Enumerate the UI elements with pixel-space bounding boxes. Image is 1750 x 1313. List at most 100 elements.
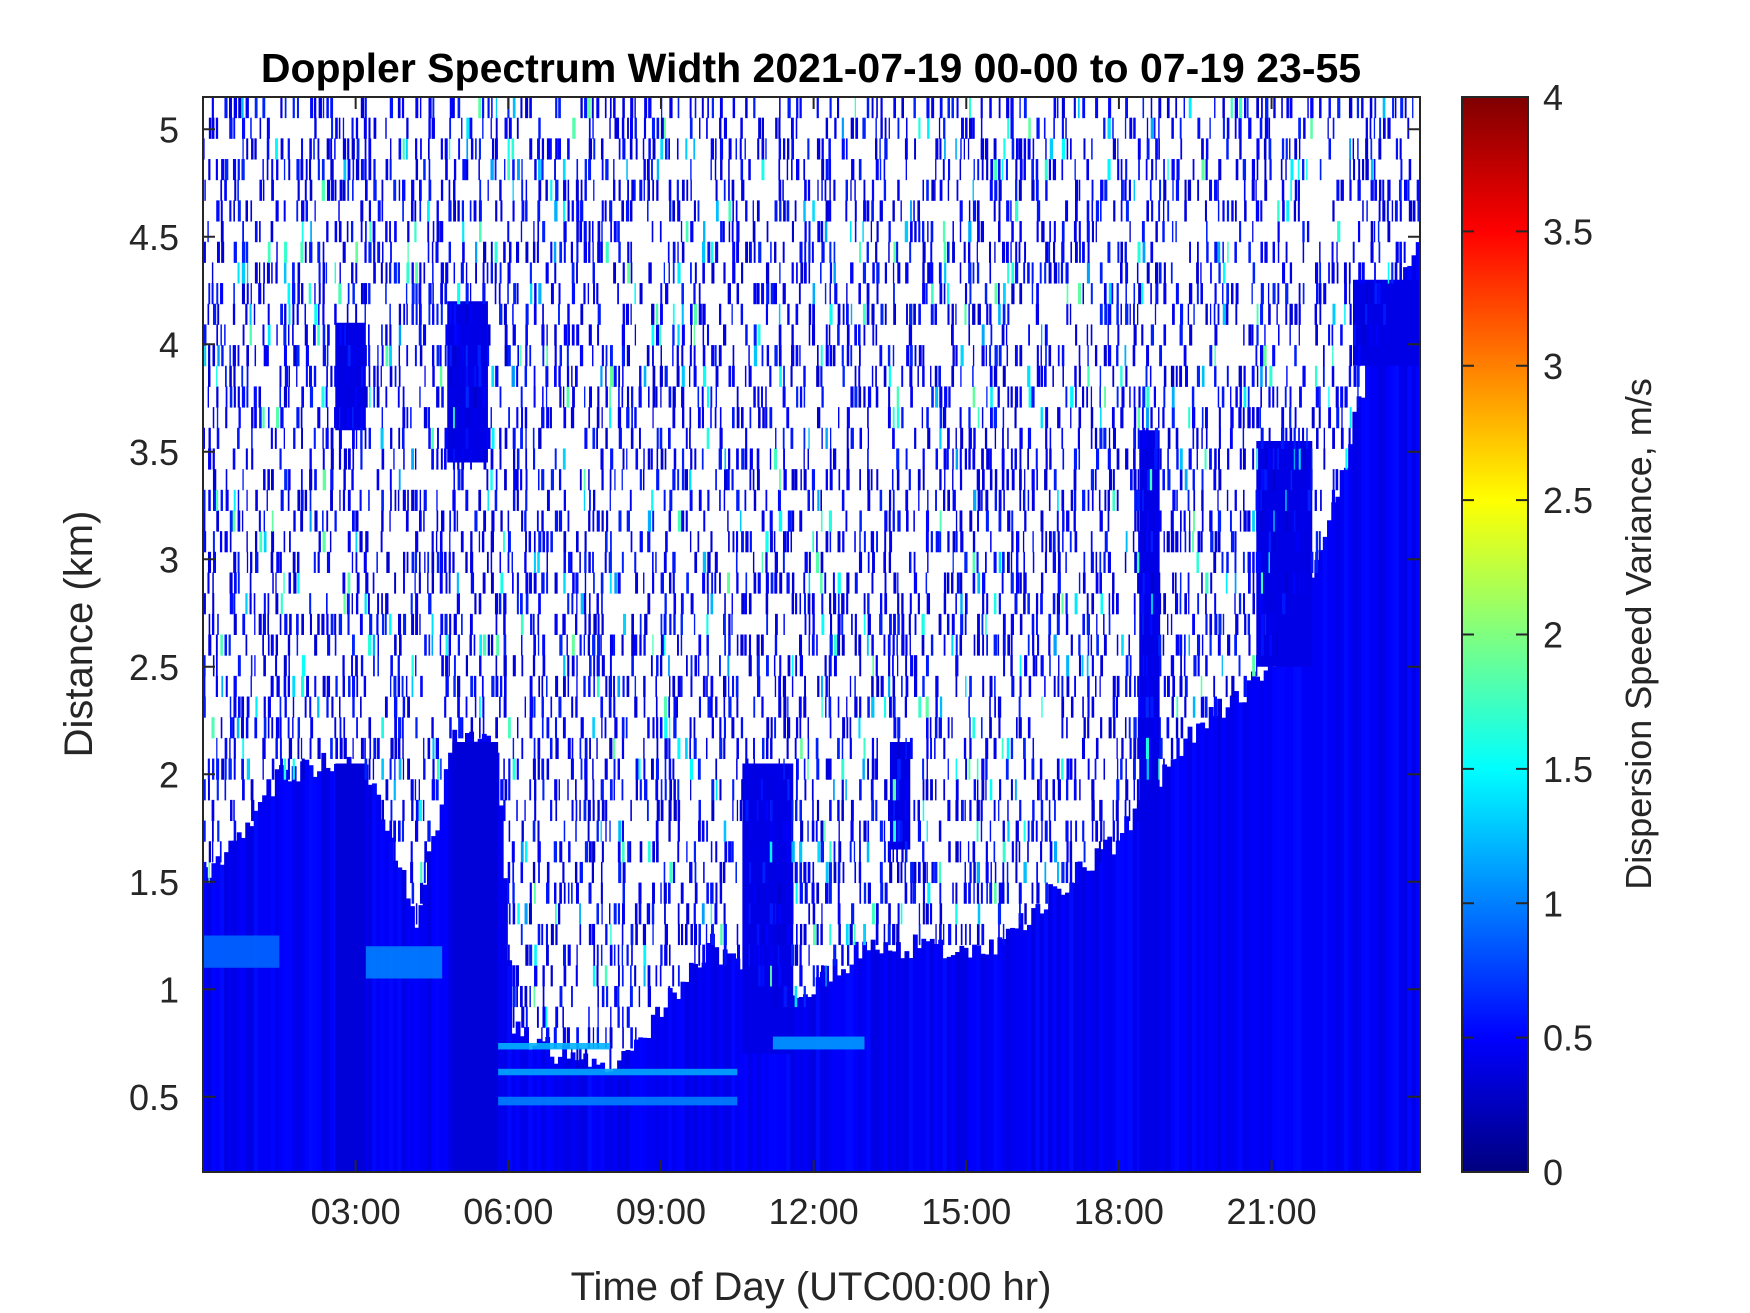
heatmap-cell [1141,489,1144,511]
heatmap-cell [753,489,757,511]
heatmap-cell [1070,241,1073,263]
heatmap-cell [381,613,385,635]
heatmap-cell [1001,572,1004,594]
heatmap-cell [702,303,706,325]
heatmap-cell [617,841,621,863]
heatmap-cell [841,489,845,511]
heatmap-column [688,962,694,1172]
heatmap-cell [1225,303,1229,325]
heatmap-column [701,962,707,1172]
heatmap-cell [968,427,972,449]
heatmap-cell [972,448,976,470]
heatmap-cell [504,159,506,181]
heatmap-cell [697,407,701,429]
heatmap-cell [398,469,401,491]
heatmap-cell [390,427,393,449]
heatmap-cell [795,345,799,367]
heatmap-cell [498,593,502,615]
heatmap-cell [925,696,929,718]
heatmap-cell [1132,531,1135,553]
heatmap-cell [600,944,603,966]
heatmap-cell [381,179,384,201]
heatmap-cell [959,200,963,222]
heatmap-cell [217,345,220,367]
heatmap-cell [1006,97,1010,119]
heatmap-cell [972,365,974,387]
heatmap-cell [1052,159,1057,181]
heatmap-cell [1255,345,1258,367]
heatmap-cell [1061,241,1065,263]
heatmap-cell [1193,489,1196,511]
heatmap-cell [656,427,659,449]
heatmap-cell [765,861,767,884]
heatmap-cell [951,634,954,656]
heatmap-cell [1035,820,1038,842]
heatmap-cell [1108,717,1112,739]
heatmap-cell [1146,138,1150,160]
heatmap-cell [631,386,634,408]
heatmap-cell [397,655,400,677]
heatmap-cell [828,510,832,532]
heatmap-cell [237,345,240,367]
heatmap-cell [1125,655,1129,677]
heatmap-column [976,945,982,1172]
heatmap-cell [1238,407,1242,429]
heatmap-cell [1133,779,1135,801]
heatmap-cell [478,365,482,387]
heatmap-cell [994,489,997,511]
heatmap-cell [1277,241,1280,263]
heatmap-cell [449,407,452,429]
heatmap-cell [364,97,367,119]
heatmap-cell [854,365,857,387]
heatmap-cell [1163,159,1165,181]
heatmap-cell [330,159,334,181]
heatmap-cell [689,758,694,780]
heatmap-cell [215,655,218,677]
heatmap-cell [483,427,487,449]
heatmap-cell [1091,489,1094,511]
heatmap-cell [343,469,346,491]
heatmap-cell [541,696,544,718]
heatmap-cell [346,407,350,429]
heatmap-column [203,867,208,1172]
heatmap-cell [643,965,646,987]
heatmap-cell [207,221,209,243]
heatmap-cell [723,903,726,925]
heatmap-cell [1052,365,1054,387]
heatmap-cell [267,407,270,429]
heatmap-cell [748,655,752,677]
heatmap-cell [1200,696,1205,718]
heatmap-cell [660,283,663,305]
heatmap-cell [1155,283,1159,305]
heatmap-cell [753,241,756,263]
heatmap-cell [905,675,909,698]
heatmap-cell [896,634,898,656]
heatmap-cell [745,737,748,760]
heatmap-cell [445,655,448,677]
heatmap-cell [989,675,993,698]
heatmap-cell [1027,820,1030,842]
heatmap-cell [828,675,830,698]
heatmap-cell [1074,159,1076,181]
heatmap-cell [1036,861,1039,884]
heatmap-cell [1145,655,1148,677]
heatmap-cell [693,303,698,325]
heatmap-cell [791,593,795,615]
heatmap-cell [283,262,287,284]
heatmap-cell [499,262,502,284]
heatmap-cell [528,903,532,925]
heatmap-cell [465,427,469,449]
heatmap-cell [720,159,723,181]
heatmap-cell [989,345,992,367]
heatmap-cell [947,97,950,119]
heatmap-cell [946,283,950,305]
heatmap-cell [1040,365,1044,387]
heatmap-cell [909,737,913,760]
heatmap-cell [1239,386,1242,408]
heatmap-cell [1158,200,1161,222]
heatmap-cell [926,593,931,615]
heatmap-cell [326,138,330,160]
heatmap-cell [355,386,357,408]
heatmap-cell [676,138,679,160]
heatmap-cell [663,551,667,573]
